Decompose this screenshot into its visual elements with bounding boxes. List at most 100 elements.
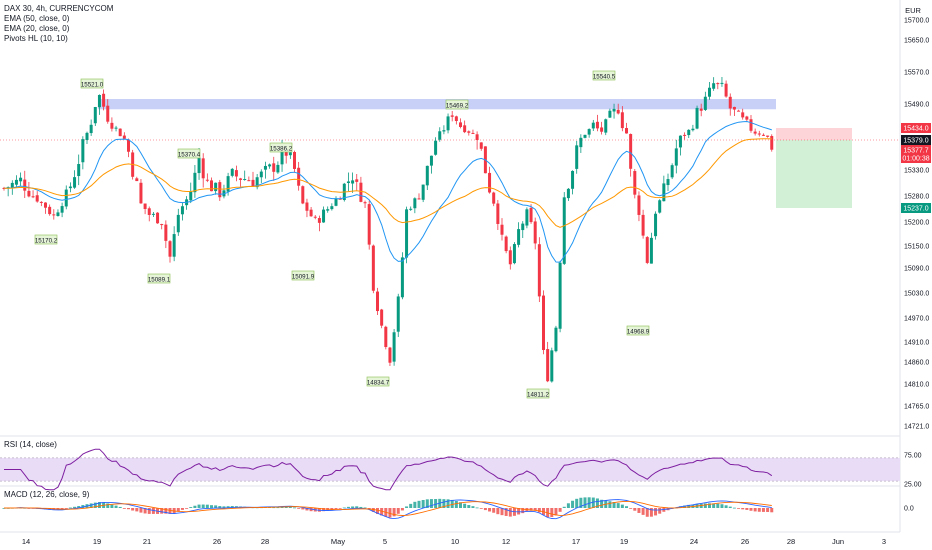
macd-histogram-bar [301, 508, 305, 510]
pivot-label: 15386.2 [270, 146, 293, 153]
price-badge [901, 153, 931, 163]
candle-body [633, 171, 637, 195]
candle-body [334, 198, 338, 206]
candle-body [48, 206, 52, 215]
macd-histogram-bar [450, 499, 454, 508]
candle-body [180, 206, 184, 215]
candle-body [160, 224, 164, 226]
macd-histogram-bar [579, 497, 583, 508]
candle-body [205, 179, 209, 181]
macd-histogram-bar [716, 503, 720, 508]
macd-histogram-bar [757, 508, 761, 512]
macd-histogram-bar [662, 508, 666, 512]
macd-histogram-bar [396, 508, 400, 514]
macd-histogram-bar [454, 500, 458, 508]
candle-body [442, 130, 446, 132]
price-tick-label: 14765.0 [904, 404, 929, 411]
macd-histogram-bar [276, 507, 280, 509]
macd-histogram-bar [405, 506, 409, 508]
candle-body [27, 190, 31, 197]
rsi-label[interactable]: RSI (14, close) [4, 440, 57, 449]
candle-body [629, 134, 633, 169]
candle-body [517, 229, 521, 245]
pivot-label-box [592, 70, 616, 81]
macd-histogram-bar [529, 508, 533, 511]
macd-histogram-bar [97, 501, 101, 508]
candle-body [429, 155, 433, 166]
candle-body [89, 124, 93, 134]
macd-histogram-bar [533, 508, 537, 511]
macd-histogram-bar [64, 508, 68, 509]
candle-body [471, 132, 475, 134]
price-tick-label: 14970.0 [904, 316, 929, 323]
macd-label[interactable]: MACD (12, 26, close, 9) [4, 490, 90, 499]
candle-body [355, 179, 359, 182]
candle-body [446, 116, 450, 131]
macd-histogram-bar [81, 505, 85, 508]
macd-signal-line [4, 500, 772, 516]
candle-body [326, 209, 330, 211]
candle-body [44, 202, 47, 208]
macd-histogram-bar [429, 499, 433, 508]
currency-label[interactable]: EUR [905, 6, 921, 15]
candle-body [438, 131, 442, 140]
macd-histogram-bar [645, 508, 649, 517]
macd-histogram-bar [305, 508, 309, 511]
candle-body [575, 145, 579, 169]
macd-histogram-bar [724, 505, 728, 508]
candle-body [272, 163, 276, 172]
candle-body [247, 180, 251, 182]
candle-body [728, 96, 732, 109]
macd-histogram-bar [554, 508, 558, 516]
macd-histogram-bar [272, 507, 276, 509]
time-tick-label: 17 [572, 537, 580, 546]
candle-body [579, 137, 583, 148]
macd-histogram-bar [118, 506, 122, 508]
candle-body [595, 121, 599, 129]
price-tick-label: 15030.0 [904, 291, 929, 298]
candle-body [143, 203, 147, 210]
candle-body [425, 165, 429, 186]
indicator-pivots[interactable]: Pivots HL (10, 10) [4, 34, 68, 43]
macd-histogram-bar [73, 506, 77, 508]
candle-body [674, 148, 678, 166]
pivot-label-box [366, 376, 390, 387]
candle-body [542, 295, 545, 350]
candle-body [317, 218, 321, 223]
rsi-tick-label: 75.00 [904, 453, 922, 460]
macd-histogram-bar [492, 508, 496, 513]
macd-histogram-bar [712, 503, 716, 508]
macd-histogram-bar [77, 506, 81, 508]
candle-body [475, 134, 479, 140]
macd-histogram-bar [288, 507, 292, 508]
candle-body [434, 140, 438, 155]
time-tick-label: 26 [213, 537, 221, 546]
macd-histogram-bar [114, 505, 118, 508]
macd-histogram-bar [434, 499, 438, 508]
macd-histogram-bar [562, 506, 566, 508]
candle-body [127, 139, 130, 152]
take-profit-zone [776, 140, 852, 208]
candle-body [525, 209, 529, 226]
macd-histogram-bar [164, 508, 168, 514]
macd-histogram-bar [376, 508, 379, 515]
candle-body [68, 186, 72, 189]
ema-layer [3, 120, 772, 263]
macd-histogram-bar [284, 507, 288, 508]
pivot-label-box [177, 148, 201, 159]
macd-histogram-bar [185, 508, 189, 509]
candle-body [56, 212, 60, 216]
candle-body [135, 178, 139, 182]
pivot-label: 14834.7 [367, 380, 390, 387]
candle-body [761, 134, 765, 136]
candle-body [106, 105, 110, 122]
pivot-label: 15089.1 [148, 277, 171, 284]
candle-body [550, 350, 554, 382]
pivot-label: 15091.9 [292, 274, 315, 281]
price-badge [901, 123, 931, 133]
candle-body [654, 213, 658, 237]
indicator-ema20[interactable]: EMA (20, close, 0) [4, 24, 70, 33]
rsi-pane [0, 448, 900, 491]
indicator-ema50[interactable]: EMA (50, close, 0) [4, 14, 70, 23]
